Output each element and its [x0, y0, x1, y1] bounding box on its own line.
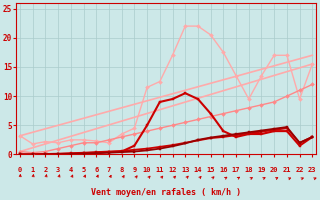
X-axis label: Vent moyen/en rafales ( km/h ): Vent moyen/en rafales ( km/h ) — [91, 188, 241, 197]
